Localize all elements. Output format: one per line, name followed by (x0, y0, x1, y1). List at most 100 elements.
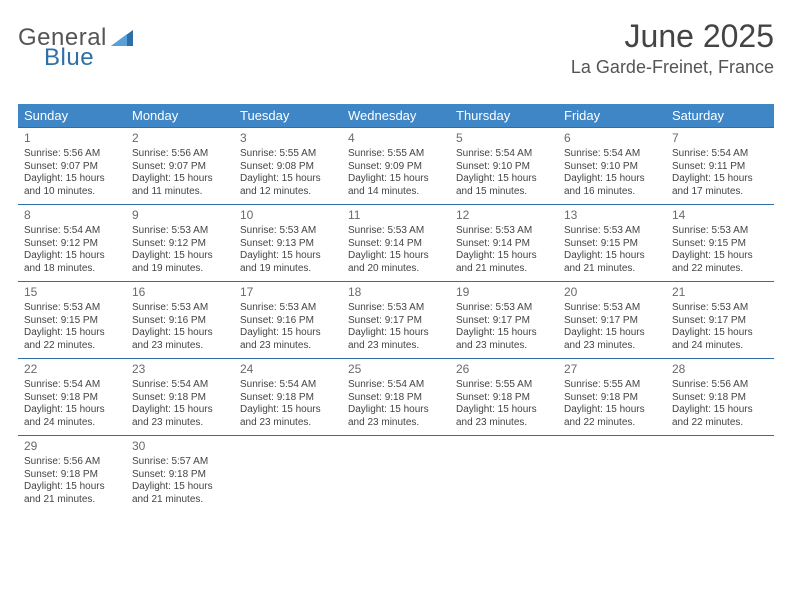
day-sunset-label: Sunset: 9:15 PM (564, 238, 660, 251)
calendar-day-cell: 30 Sunrise: 5:57 AMSunset: 9:18 PMDayligh… (126, 436, 234, 513)
day-daylight1-label: Daylight: 15 hours (672, 173, 768, 186)
day-number: 27 (564, 362, 660, 377)
day-daylight1-label: Daylight: 15 hours (24, 404, 120, 417)
day-sunset-label: Sunset: 9:17 PM (564, 315, 660, 328)
day-number: 28 (672, 362, 768, 377)
day-daylight1-label: Daylight: 15 hours (240, 404, 336, 417)
day-daylight2-label: and 15 minutes. (456, 186, 552, 199)
day-sunset-label: Sunset: 9:07 PM (132, 161, 228, 174)
weekday-header: Tuesday (234, 104, 342, 128)
day-sunrise-label: Sunrise: 5:54 AM (348, 379, 444, 392)
day-daylight2-label: and 23 minutes. (132, 340, 228, 353)
day-sunrise-label: Sunrise: 5:53 AM (132, 302, 228, 315)
day-sunset-label: Sunset: 9:17 PM (348, 315, 444, 328)
day-sunset-label: Sunset: 9:18 PM (672, 392, 768, 405)
day-daylight2-label: and 21 minutes. (456, 263, 552, 276)
day-daylight1-label: Daylight: 15 hours (240, 327, 336, 340)
day-daylight1-label: Daylight: 15 hours (456, 250, 552, 263)
day-sunset-label: Sunset: 9:18 PM (564, 392, 660, 405)
weekday-header: Friday (558, 104, 666, 128)
day-daylight2-label: and 22 minutes. (672, 417, 768, 430)
day-number: 10 (240, 208, 336, 223)
day-sunset-label: Sunset: 9:17 PM (672, 315, 768, 328)
day-sunset-label: Sunset: 9:15 PM (24, 315, 120, 328)
calendar-day-cell: 25Sunrise: 5:54 AMSunset: 9:18 PMDayligh… (342, 359, 450, 436)
day-number: 24 (240, 362, 336, 377)
day-sunrise-label: Sunrise: 5:53 AM (24, 302, 120, 315)
calendar-day-cell: 20Sunrise: 5:53 AMSunset: 9:17 PMDayligh… (558, 282, 666, 359)
day-daylight2-label: and 17 minutes. (672, 186, 768, 199)
day-number: 21 (672, 285, 768, 300)
calendar-day-cell: 6Sunrise: 5:54 AMSunset: 9:10 PMDaylight… (558, 128, 666, 205)
day-daylight2-label: and 23 minutes. (240, 340, 336, 353)
day-number: 13 (564, 208, 660, 223)
day-sunset-label: Sunset: 9:18 PM (132, 392, 228, 405)
day-sunrise-label: Sunrise: 5:57 AM (132, 456, 228, 469)
day-number: 9 (132, 208, 228, 223)
location-label: La Garde-Freinet, France (571, 57, 774, 78)
day-number: 6 (564, 131, 660, 146)
calendar-day-cell (234, 436, 342, 513)
day-number: 19 (456, 285, 552, 300)
day-sunrise-label: Sunrise: 5:54 AM (24, 379, 120, 392)
day-number: 4 (348, 131, 444, 146)
day-sunrise-label: Sunrise: 5:53 AM (240, 225, 336, 238)
day-number: 8 (24, 208, 120, 223)
calendar-day-cell (666, 436, 774, 513)
day-number: 5 (456, 131, 552, 146)
day-daylight2-label: and 14 minutes. (348, 186, 444, 199)
day-sunrise-label: Sunrise: 5:55 AM (240, 148, 336, 161)
calendar-table: Sunday Monday Tuesday Wednesday Thursday… (18, 104, 774, 512)
calendar-day-cell: 1Sunrise: 5:56 AMSunset: 9:07 PMDaylight… (18, 128, 126, 205)
calendar-day-cell: 28Sunrise: 5:56 AMSunset: 9:18 PMDayligh… (666, 359, 774, 436)
day-daylight2-label: and 19 minutes. (132, 263, 228, 276)
day-sunrise-label: Sunrise: 5:53 AM (240, 302, 336, 315)
day-daylight1-label: Daylight: 15 hours (564, 173, 660, 186)
calendar-day-cell: 11Sunrise: 5:53 AMSunset: 9:14 PMDayligh… (342, 205, 450, 282)
calendar-day-cell: 14Sunrise: 5:53 AMSunset: 9:15 PMDayligh… (666, 205, 774, 282)
day-daylight2-label: and 23 minutes. (348, 417, 444, 430)
day-sunrise-label: Sunrise: 5:54 AM (24, 225, 120, 238)
day-sunset-label: Sunset: 9:14 PM (348, 238, 444, 251)
day-daylight1-label: Daylight: 15 hours (348, 173, 444, 186)
calendar-day-cell: 10Sunrise: 5:53 AMSunset: 9:13 PMDayligh… (234, 205, 342, 282)
day-daylight1-label: Daylight: 15 hours (132, 481, 228, 494)
day-daylight1-label: Daylight: 15 hours (24, 173, 120, 186)
calendar-day-cell: 16Sunrise: 5:53 AMSunset: 9:16 PMDayligh… (126, 282, 234, 359)
day-number: 20 (564, 285, 660, 300)
day-number: 16 (132, 285, 228, 300)
day-daylight1-label: Daylight: 15 hours (564, 250, 660, 263)
day-sunrise-label: Sunrise: 5:54 AM (564, 148, 660, 161)
day-number: 7 (672, 131, 768, 146)
day-number: 17 (240, 285, 336, 300)
calendar-day-cell (450, 436, 558, 513)
day-sunset-label: Sunset: 9:12 PM (132, 238, 228, 251)
logo-triangle-icon (111, 26, 133, 51)
day-number: 30 (132, 439, 228, 454)
logo-text-blue: Blue (44, 44, 94, 71)
day-sunset-label: Sunset: 9:18 PM (132, 469, 228, 482)
page-header: General June 2025 La Garde-Freinet, Fran… (18, 18, 774, 78)
day-sunset-label: Sunset: 9:15 PM (672, 238, 768, 251)
calendar-day-cell: 26Sunrise: 5:55 AMSunset: 9:18 PMDayligh… (450, 359, 558, 436)
day-sunset-label: Sunset: 9:08 PM (240, 161, 336, 174)
day-daylight2-label: and 23 minutes. (456, 340, 552, 353)
calendar-day-cell: 18Sunrise: 5:53 AMSunset: 9:17 PMDayligh… (342, 282, 450, 359)
day-sunset-label: Sunset: 9:14 PM (456, 238, 552, 251)
day-daylight1-label: Daylight: 15 hours (132, 250, 228, 263)
day-daylight2-label: and 21 minutes. (132, 494, 228, 507)
day-sunrise-label: Sunrise: 5:55 AM (564, 379, 660, 392)
calendar-day-cell: 12Sunrise: 5:53 AMSunset: 9:14 PMDayligh… (450, 205, 558, 282)
day-daylight1-label: Daylight: 15 hours (564, 327, 660, 340)
calendar-day-cell: 29Sunrise: 5:56 AMSunset: 9:18 PMDayligh… (18, 436, 126, 513)
day-daylight2-label: and 22 minutes. (564, 417, 660, 430)
day-number: 25 (348, 362, 444, 377)
day-number: 23 (132, 362, 228, 377)
day-daylight2-label: and 23 minutes. (132, 417, 228, 430)
calendar-day-cell: 4Sunrise: 5:55 AMSunset: 9:09 PMDaylight… (342, 128, 450, 205)
day-daylight1-label: Daylight: 15 hours (240, 173, 336, 186)
day-daylight2-label: and 22 minutes. (24, 340, 120, 353)
calendar-day-cell: 3Sunrise: 5:55 AMSunset: 9:08 PMDaylight… (234, 128, 342, 205)
calendar-day-cell: 17Sunrise: 5:53 AMSunset: 9:16 PMDayligh… (234, 282, 342, 359)
day-sunset-label: Sunset: 9:17 PM (456, 315, 552, 328)
